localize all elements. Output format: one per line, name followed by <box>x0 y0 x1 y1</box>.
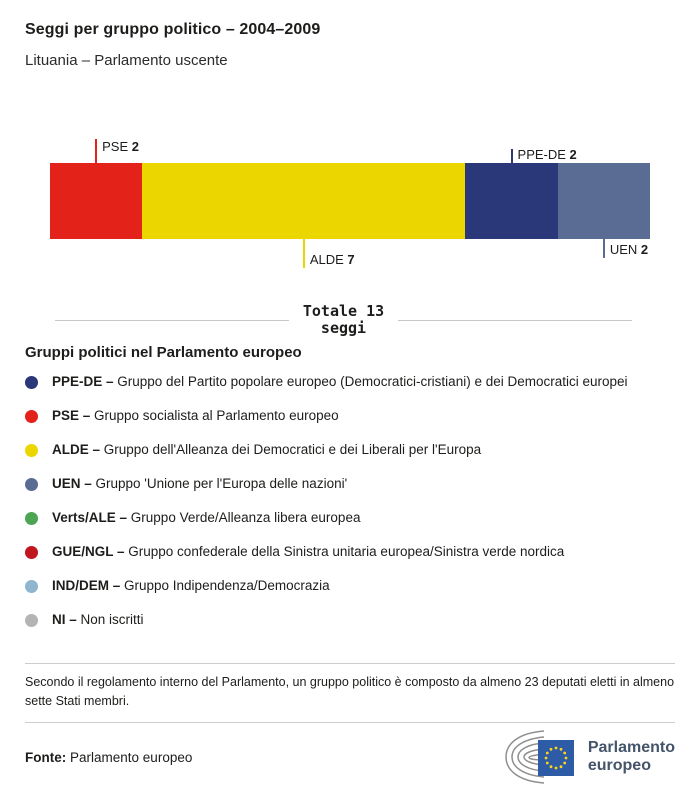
legend-dot <box>25 579 38 593</box>
source-value: Parlamento europeo <box>70 749 193 765</box>
ep-logo-text: Parlamento europeo <box>588 739 675 775</box>
seats-bar <box>50 163 650 239</box>
total-seats-line1: Totale 13 <box>302 302 385 320</box>
legend-dot <box>25 477 38 491</box>
footer: Fonte: Parlamento europeo <box>25 728 675 786</box>
bar-area: PSE 2 ALDE 7 PPE-DE 2 UEN 2 <box>50 139 650 268</box>
bar-segment-PPE-DE <box>465 163 558 239</box>
header: Seggi per gruppo politico – 2004–2009 Li… <box>0 0 700 70</box>
legend-label: PSE – Gruppo socialista al Parlamento eu… <box>52 408 339 423</box>
ep-hemicycle-logo <box>505 730 574 784</box>
source-label: Fonte: <box>25 749 67 765</box>
ep-logo: Parlamento europeo <box>503 728 675 786</box>
total-divider-left <box>55 319 289 321</box>
eu-stars <box>544 746 568 770</box>
total-divider-right <box>398 319 632 321</box>
footnote: Secondo il regolamento interno del Parla… <box>25 675 675 708</box>
legend-dot <box>25 613 38 627</box>
seats-chart: PSE 2 ALDE 7 PPE-DE 2 UEN 2 <box>25 130 675 280</box>
legend-label: ALDE – Gruppo dell'Alleanza dei Democrat… <box>52 442 482 457</box>
legend-dot <box>25 443 38 457</box>
callout-tick-UEN <box>602 239 605 258</box>
divider-bottom <box>25 722 675 723</box>
legend-item: UEN – Gruppo 'Unione per l'Europa delle … <box>25 467 675 501</box>
total-row: Totale 13 seggi <box>25 303 675 337</box>
legend-heading: Gruppi politici nel Parlamento europeo <box>25 344 302 361</box>
legend-label: Verts/ALE – Gruppo Verde/Alleanza libera… <box>52 510 361 525</box>
legend-item: Verts/ALE – Gruppo Verde/Alleanza libera… <box>25 501 675 535</box>
legend-item: NI – Non iscritti <box>25 603 675 637</box>
callout-label-PPE-DE: PPE-DE 2 <box>517 147 577 162</box>
bar-segment-UEN <box>557 163 650 239</box>
legend-label: UEN – Gruppo 'Unione per l'Europa delle … <box>52 476 348 491</box>
legend-dot <box>25 545 38 559</box>
bar-segment-PSE <box>50 163 143 239</box>
callout-label-ALDE: ALDE 7 <box>309 252 355 267</box>
legend-dot <box>25 409 38 423</box>
legend-item: IND/DEM – Gruppo Indipendenza/Democrazia <box>25 569 675 603</box>
ep-logo-text-line2: europeo <box>587 757 651 774</box>
callout-tick-PPE-DE <box>510 149 513 163</box>
legend-list: PPE-DE – Gruppo del Partito popolare eur… <box>25 365 675 637</box>
legend-label: NI – Non iscritti <box>52 612 144 627</box>
callout-label-PSE: PSE 2 <box>102 139 139 154</box>
total-seats-line2: seggi <box>320 319 367 337</box>
legend-item: GUE/NGL – Gruppo confederale della Sinis… <box>25 535 675 569</box>
callout-label-UEN: UEN 2 <box>609 242 649 257</box>
legend-dot <box>25 375 38 389</box>
source-line: Fonte: Parlamento europeo <box>25 750 192 765</box>
legend-label: IND/DEM – Gruppo Indipendenza/Democrazia <box>52 578 330 593</box>
hemicycle-arcs <box>505 730 544 784</box>
page-subtitle: Lituania – Parlamento uscente <box>25 52 228 69</box>
bar-segment-ALDE <box>142 163 466 239</box>
ep-logo-text-line1: Parlamento <box>587 739 675 756</box>
legend-label: PPE-DE – Gruppo del Partito popolare eur… <box>52 374 628 389</box>
legend-item: ALDE – Gruppo dell'Alleanza dei Democrat… <box>25 433 675 467</box>
divider-top <box>25 663 675 664</box>
legend-label: GUE/NGL – Gruppo confederale della Sinis… <box>52 544 565 559</box>
eu-flag-square <box>537 740 574 776</box>
page-title: Seggi per gruppo politico – 2004–2009 <box>25 21 321 38</box>
legend-item: PPE-DE – Gruppo del Partito popolare eur… <box>25 365 675 399</box>
legend-dot <box>25 511 38 525</box>
callout-tick-ALDE <box>302 239 305 268</box>
legend-item: PSE – Gruppo socialista al Parlamento eu… <box>25 399 675 433</box>
callout-tick-PSE <box>95 139 98 163</box>
total-seats-label: Totale 13 seggi <box>289 303 398 337</box>
